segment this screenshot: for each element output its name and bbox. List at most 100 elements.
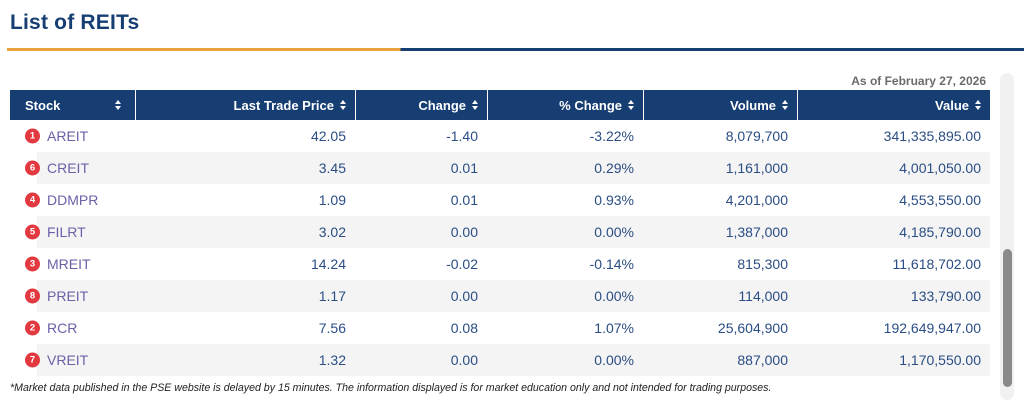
cell-change: 0.00 xyxy=(450,288,478,304)
column-header-change[interactable]: % Change xyxy=(487,90,643,120)
rank-badge: 5 xyxy=(25,224,40,240)
column-header-label: Change xyxy=(418,97,466,113)
column-header-label: Volume xyxy=(730,97,776,113)
cell-last-trade-price: 1.32 xyxy=(318,352,346,368)
stock-link[interactable]: DDMPR xyxy=(47,192,99,208)
column-header-change[interactable]: Change xyxy=(355,90,487,120)
table-row: 2 RCR 7.56 0.08 1.07% 25,604,900 192,649,947.0… xyxy=(10,312,990,344)
stock-cell: 3 MREIT xyxy=(10,248,135,280)
sort-icon xyxy=(340,100,346,110)
rank-badge: 8 xyxy=(25,288,40,304)
stock-link[interactable]: RCR xyxy=(47,320,78,336)
cell-last-trade-price: 1.17 xyxy=(318,288,346,304)
cell-value: 4,185,790.00 xyxy=(899,224,981,240)
cell-last-trade-price: 3.02 xyxy=(318,224,346,240)
column-header-value[interactable]: Value xyxy=(797,90,990,120)
cell-change: -1.40 xyxy=(446,128,478,144)
scrollbar-thumb[interactable] xyxy=(1002,249,1012,387)
stock-cell: 8 PREIT xyxy=(10,280,135,312)
stock-cell: 6 CREIT xyxy=(10,152,135,184)
column-header-stock[interactable]: Stock xyxy=(10,90,135,120)
cell-value: 1,170,550.00 xyxy=(899,352,981,368)
cell-pct-change: 0.00% xyxy=(594,288,634,304)
cell-pct-change: 0.00% xyxy=(594,352,634,368)
rank-badge: 4 xyxy=(25,192,40,208)
cell-value: 133,790.00 xyxy=(910,288,981,304)
cell-last-trade-price: 7.56 xyxy=(318,320,346,336)
cell-volume: 8,079,700 xyxy=(725,128,788,144)
cell-value: 341,335,895.00 xyxy=(883,128,981,144)
cell-change: 0.01 xyxy=(450,160,478,176)
cell-pct-change: -0.14% xyxy=(589,256,634,272)
reits-table: Stock Last Trade Price Change % Change Volum… xyxy=(10,90,990,376)
rank-badge: 6 xyxy=(25,160,40,176)
stock-link[interactable]: AREIT xyxy=(47,128,89,144)
sort-icon xyxy=(472,100,478,110)
column-header-label: Stock xyxy=(25,97,61,113)
cell-pct-change: 1.07% xyxy=(594,320,634,336)
cell-value: 192,649,947.00 xyxy=(883,320,981,336)
table-row: 1 AREIT 42.05 -1.40 -3.22% 8,079,700 341,335,8… xyxy=(10,120,990,152)
cell-value: 11,618,702.00 xyxy=(892,256,982,272)
cell-change: 0.00 xyxy=(450,352,478,368)
cell-value: 4,553,550.00 xyxy=(899,192,981,208)
cell-value: 4,001,050.00 xyxy=(899,160,981,176)
as-of-date: As of February 27, 2026 xyxy=(851,74,986,88)
rank-badge: 2 xyxy=(25,320,40,336)
stock-link[interactable]: PREIT xyxy=(47,288,89,304)
stock-cell: 2 RCR xyxy=(10,312,135,344)
cell-volume: 887,000 xyxy=(737,352,788,368)
cell-volume: 1,161,000 xyxy=(725,160,788,176)
table-row: 5 FILRT 3.02 0.00 0.00% 1,387,000 4,185,790.00 xyxy=(10,216,990,248)
table-header: Stock Last Trade Price Change % Change Volum… xyxy=(10,90,990,120)
stock-cell: 1 AREIT xyxy=(10,120,135,152)
cell-pct-change: -3.22% xyxy=(589,128,634,144)
cell-change: -0.02 xyxy=(446,256,478,272)
cell-pct-change: 0.93% xyxy=(594,192,634,208)
rank-badge: 7 xyxy=(25,352,40,368)
cell-change: 0.00 xyxy=(450,224,478,240)
page-title: List of REITs xyxy=(10,11,140,34)
sort-icon xyxy=(975,100,981,110)
scrollbar-track[interactable] xyxy=(1000,73,1014,400)
table-row: 3 MREIT 14.24 -0.02 -0.14% 815,300 11,618,702.… xyxy=(10,248,990,280)
stock-link[interactable]: FILRT xyxy=(47,224,86,240)
market-data-disclaimer: *Market data published in the PSE websit… xyxy=(10,382,772,394)
table-row: 4 DDMPR 1.09 0.01 0.93% 4,201,000 4,553,550.00 xyxy=(10,184,990,216)
cell-volume: 114,000 xyxy=(738,288,788,304)
table-body: 1 AREIT 42.05 -1.40 -3.22% 8,079,700 341,335,8… xyxy=(10,120,990,376)
stock-link[interactable]: CREIT xyxy=(47,160,89,176)
rank-badge: 3 xyxy=(25,256,40,272)
cell-volume: 1,387,000 xyxy=(725,224,788,240)
stock-link[interactable]: VREIT xyxy=(47,352,89,368)
table-row: 6 CREIT 3.45 0.01 0.29% 1,161,000 4,001,050.00 xyxy=(10,152,990,184)
rank-badge: 1 xyxy=(25,128,40,144)
cell-volume: 25,604,900 xyxy=(717,320,788,336)
stock-cell: 5 FILRT xyxy=(10,216,135,248)
column-header-label: Last Trade Price xyxy=(233,97,334,113)
table-row: 8 PREIT 1.17 0.00 0.00% 114,000 133,790.00 xyxy=(10,280,990,312)
sort-icon xyxy=(782,100,788,110)
cell-last-trade-price: 14.24 xyxy=(310,256,346,272)
column-header-volume[interactable]: Volume xyxy=(643,90,797,120)
title-underline xyxy=(7,48,1024,51)
cell-pct-change: 0.00% xyxy=(594,224,634,240)
table-row: 7 VREIT 1.32 0.00 0.00% 887,000 1,170,550.00 xyxy=(10,344,990,376)
cell-volume: 815,300 xyxy=(737,256,788,272)
sort-icon xyxy=(115,100,121,110)
sort-icon xyxy=(628,100,634,110)
cell-last-trade-price: 42.05 xyxy=(310,128,346,144)
column-header-label: Value xyxy=(935,97,969,113)
column-header-last-trade-price[interactable]: Last Trade Price xyxy=(135,90,355,120)
cell-change: 0.01 xyxy=(450,192,478,208)
column-header-label: % Change xyxy=(559,97,622,113)
stock-cell: 4 DDMPR xyxy=(10,184,135,216)
cell-pct-change: 0.29% xyxy=(594,160,634,176)
cell-change: 0.08 xyxy=(450,320,478,336)
stock-cell: 7 VREIT xyxy=(10,344,135,376)
cell-last-trade-price: 3.45 xyxy=(318,160,346,176)
cell-last-trade-price: 1.09 xyxy=(318,192,346,208)
cell-volume: 4,201,000 xyxy=(725,192,788,208)
stock-link[interactable]: MREIT xyxy=(47,256,91,272)
